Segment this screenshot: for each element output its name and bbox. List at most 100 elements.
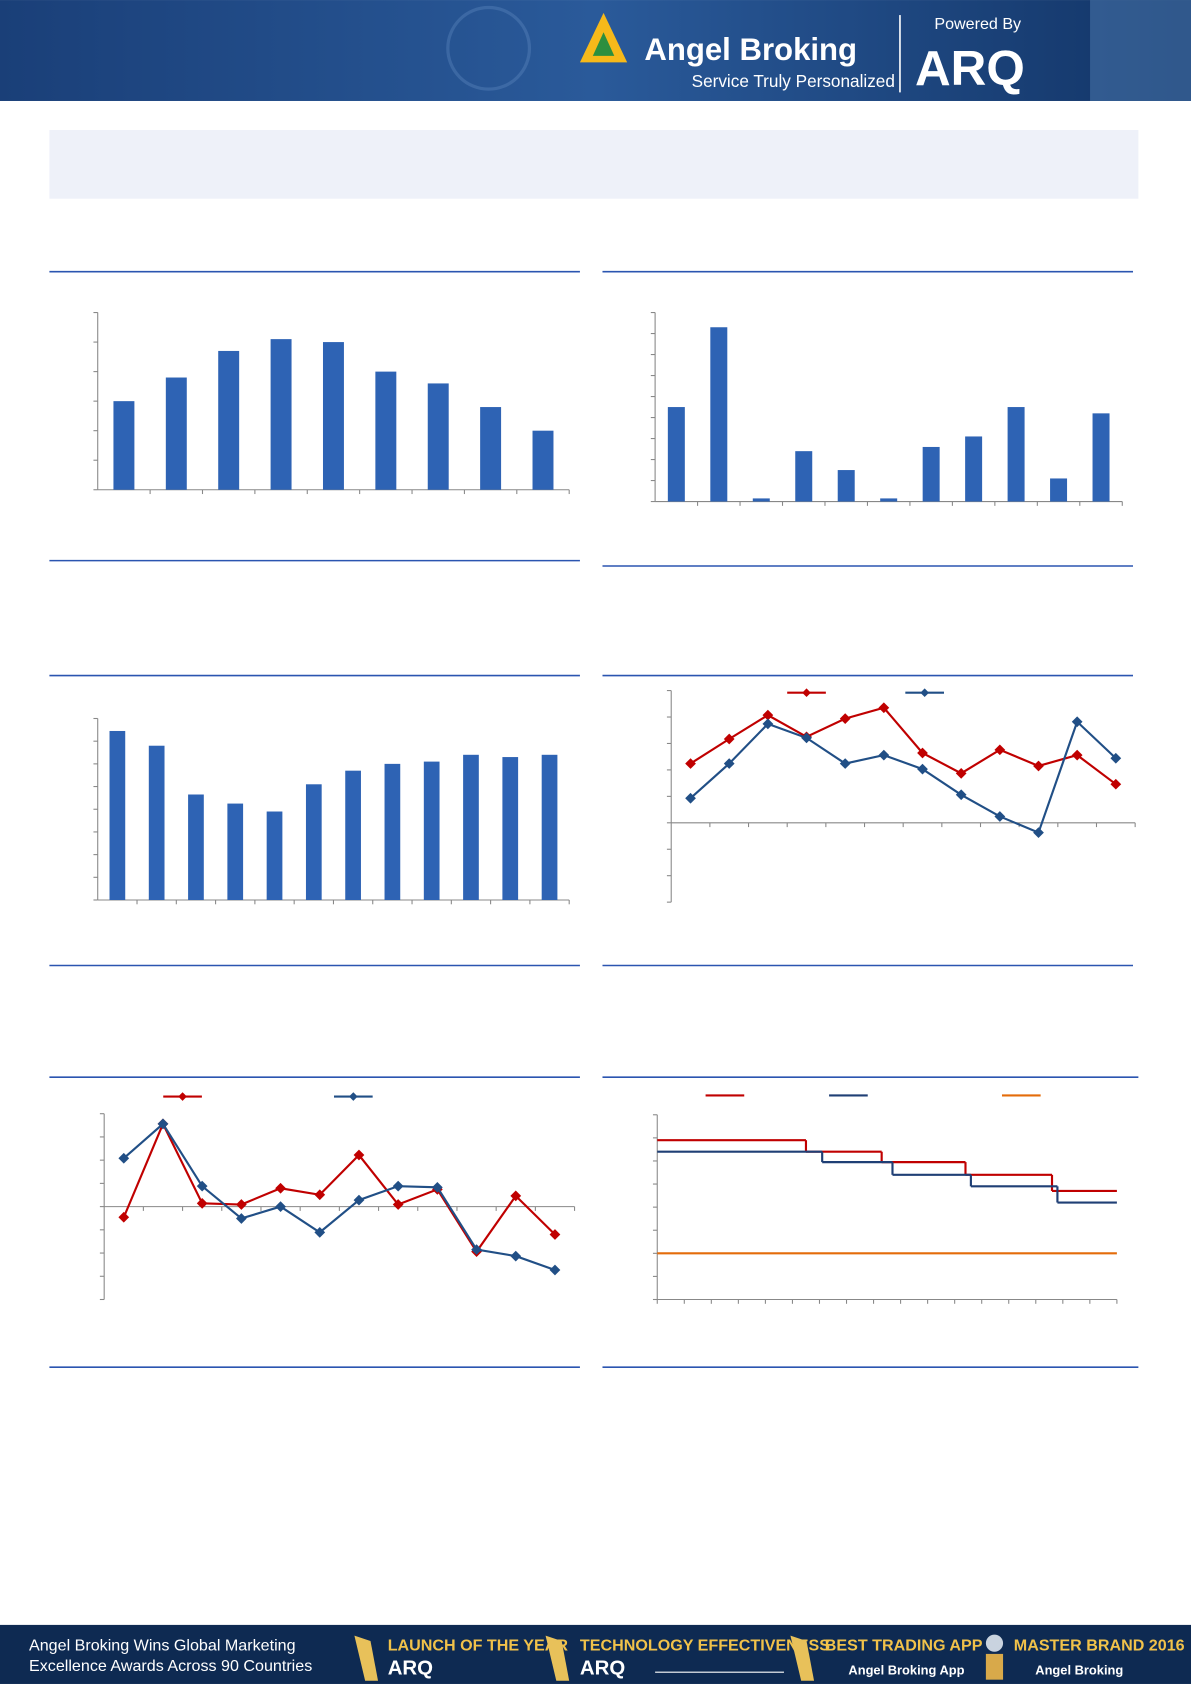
bar — [541, 754, 558, 900]
bar — [880, 498, 898, 502]
bar — [480, 407, 502, 490]
bar — [532, 430, 554, 490]
point — [392, 1199, 404, 1210]
award-icon — [790, 1635, 815, 1681]
point — [878, 702, 890, 714]
bar — [266, 811, 283, 900]
bar — [165, 377, 187, 490]
point — [314, 1189, 326, 1201]
award-brand: ARQ — [580, 1657, 625, 1679]
award-icon — [545, 1635, 570, 1681]
point — [955, 767, 967, 779]
point — [353, 1149, 365, 1161]
point — [723, 758, 735, 769]
point — [1033, 827, 1044, 838]
bar — [384, 763, 401, 900]
point — [235, 1199, 247, 1210]
legend-marker — [920, 688, 929, 698]
series-line — [689, 719, 1117, 835]
section-rules — [49, 270, 1139, 1368]
bar — [305, 784, 322, 900]
product-logo: ARQ — [915, 41, 1025, 96]
award-icon — [985, 1634, 1004, 1652]
series-line — [689, 706, 1117, 786]
bar — [667, 407, 685, 502]
bar — [188, 794, 204, 900]
legend-marker — [802, 688, 811, 698]
bar — [1007, 407, 1025, 502]
bar — [113, 401, 135, 490]
award-brand: Angel Broking App — [848, 1662, 964, 1677]
point — [762, 709, 774, 721]
point — [994, 811, 1006, 822]
point — [392, 1180, 404, 1192]
point — [685, 758, 696, 769]
brand-logo-inner — [592, 32, 615, 56]
bar — [375, 371, 397, 490]
point — [235, 1213, 247, 1224]
point — [510, 1190, 522, 1202]
bar — [270, 339, 292, 490]
point — [275, 1182, 286, 1194]
header-decor — [446, 5, 532, 91]
award-title: TECHNOLOGY EFFECTIVENESS — [580, 1637, 830, 1655]
bar — [218, 350, 240, 490]
point — [762, 718, 774, 730]
bar — [502, 757, 519, 900]
award-title: LAUNCH OF THE YEAR — [388, 1637, 569, 1655]
footer-headline: Excellence Awards Across 90 Countries — [29, 1657, 312, 1675]
bar — [710, 327, 728, 502]
bar — [148, 745, 165, 900]
header-image — [1090, 0, 1191, 101]
brand-tagline: Service Truly Personalized — [692, 71, 895, 91]
series-line — [122, 1121, 556, 1254]
point — [314, 1227, 326, 1238]
charts — [93, 312, 1136, 1304]
bar — [795, 451, 813, 502]
bar — [752, 498, 770, 502]
point — [549, 1264, 561, 1276]
award-brand: ARQ — [388, 1657, 433, 1679]
point — [157, 1118, 169, 1130]
legend-marker — [178, 1092, 187, 1101]
summary-box — [49, 129, 1139, 199]
point — [510, 1250, 522, 1262]
point — [839, 758, 851, 769]
point — [353, 1194, 365, 1206]
brand-name: Angel Broking — [644, 32, 857, 67]
award-title: BEST TRADING APP — [825, 1637, 983, 1655]
point — [839, 713, 851, 724]
point — [1110, 752, 1122, 764]
point — [431, 1181, 443, 1193]
bar — [1092, 413, 1110, 502]
point — [275, 1201, 286, 1212]
award-brand: Angel Broking — [1035, 1662, 1123, 1677]
bar — [1050, 478, 1068, 502]
point — [801, 732, 812, 744]
bar — [965, 436, 983, 502]
bar — [922, 446, 940, 502]
bar — [345, 770, 361, 900]
award-icon — [354, 1635, 379, 1681]
bar — [427, 383, 449, 490]
point — [549, 1229, 561, 1240]
powered-by: Powered By — [934, 15, 1022, 33]
bar — [227, 803, 244, 900]
award-icon — [985, 1653, 1004, 1680]
bar — [463, 754, 479, 900]
point — [118, 1211, 130, 1223]
bar — [423, 761, 440, 900]
point — [994, 744, 1006, 756]
footer-headline: Angel Broking Wins Global Marketing — [29, 1637, 296, 1655]
series-line — [123, 1122, 556, 1272]
point — [878, 749, 890, 761]
legend-marker — [349, 1092, 358, 1101]
point — [1033, 760, 1044, 772]
point — [955, 789, 967, 801]
point — [118, 1152, 130, 1164]
point — [685, 792, 696, 804]
bar — [109, 730, 126, 900]
point — [917, 763, 928, 775]
